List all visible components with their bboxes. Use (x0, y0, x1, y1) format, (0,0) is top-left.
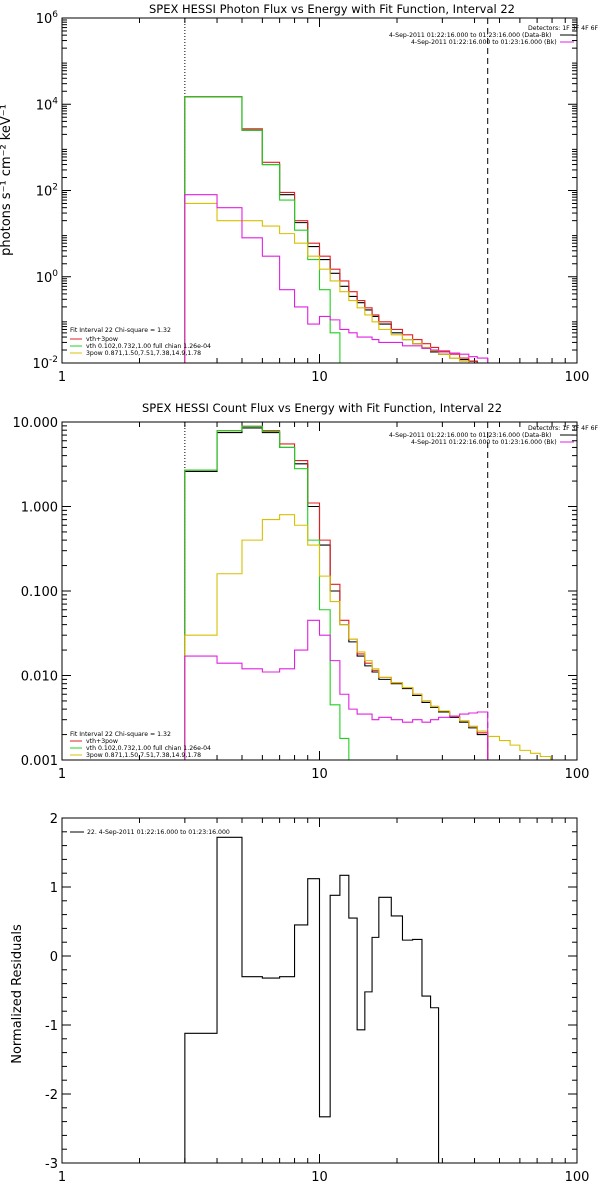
x-tick-label: 10 (311, 1170, 328, 1185)
legend-top-right: Detectors: 1F 3F 4F 6F 4-Sep-2011 01:22:… (389, 25, 599, 46)
series-group (184, 425, 561, 761)
series-group (184, 96, 511, 364)
legend-bottom-left: Fit Interval 22 Chi-square = 1.32 vth+3p… (70, 327, 211, 357)
y-tick-label: 1.000 (21, 501, 58, 516)
plot-frame (61, 817, 578, 1164)
x-tick-label: 100 (565, 767, 590, 782)
y-tick-label: 0.010 (21, 670, 58, 685)
legend-fit: vth+3pow (86, 738, 118, 745)
x-tick-label: 10 (311, 370, 328, 385)
axes-ticks: 1 10 100 10-2 100 102 104 106 (32, 10, 589, 385)
legend-vth: vth 0.102,0.732,1.00 full chian 1.26e-04 (86, 745, 211, 752)
legend-residuals: 22. 4-Sep-2011 01:22:16.000 to 01:23:16.… (87, 829, 230, 836)
x-tick-label: 10 (311, 767, 328, 782)
panel-title: SPEX HESSI Count Flux vs Energy with Fit… (142, 401, 502, 415)
series-bk (184, 194, 489, 363)
y-tick-label: 0.100 (21, 585, 58, 600)
x-tick-label: 100 (565, 1170, 590, 1185)
legend-detectors: Detectors: 1F 3F 4F 6F (528, 425, 599, 432)
legend-fit-interval: Fit Interval 22 Chi-square = 1.32 (70, 327, 171, 334)
series-3pow (184, 202, 511, 364)
y-tick-label: 106 (36, 10, 59, 27)
y-axis-label: photons s⁻¹ cm⁻² keV⁻¹ (0, 104, 14, 256)
legend-fit: vth+3pow (86, 336, 118, 343)
x-tick-label: 1 (58, 1170, 66, 1185)
marker-lines (184, 18, 489, 363)
y-tick-label: 0 (50, 950, 58, 965)
panel-photon-flux: SPEX HESSI Photon Flux vs Energy with Fi… (0, 2, 599, 385)
legend-detectors: Detectors: 1F 3F 4F 6F (528, 25, 599, 32)
series-vth (184, 425, 358, 761)
series-vth-3pow (184, 96, 488, 364)
y-tick-label: 100 (36, 269, 59, 286)
plot-frame (61, 17, 578, 364)
series-vth (184, 96, 349, 364)
series-vth-3pow (184, 425, 489, 760)
legend-bk: 4-Sep-2011 01:22:16.000 to 01:23:16.000 … (411, 39, 557, 46)
series-residuals (184, 836, 440, 1163)
legend-data-bk: 4-Sep-2011 01:22:16.000 to 01:23:16.000 … (389, 432, 551, 439)
y-tick-label: 1 (50, 881, 58, 896)
legend-data-bk: 4-Sep-2011 01:22:16.000 to 01:23:16.000 … (389, 32, 551, 39)
y-tick-label: -1 (45, 1019, 58, 1034)
axes-ticks: 1 10 100 0.001 0.010 0.100 1.000 10.000 (13, 416, 590, 782)
y-tick-label: 10.000 (13, 416, 59, 431)
y-tick-label: -3 (45, 1157, 58, 1172)
legend-3pow: 3pow 0.871,1.50,7.51,7.38,14.9,1.78 (86, 752, 201, 759)
plot-frame (61, 421, 578, 761)
legend-top-right: Detectors: 1F 3F 4F 6F 4-Sep-2011 01:22:… (389, 425, 599, 446)
y-tick-label: 0.001 (21, 754, 58, 769)
x-tick-label: 1 (58, 767, 66, 782)
panel-title: SPEX HESSI Photon Flux vs Energy with Fi… (149, 2, 515, 16)
series-data-bk (184, 96, 488, 364)
panel-count-flux: SPEX HESSI Count Flux vs Energy with Fit… (13, 401, 599, 782)
legend-fit-interval: Fit Interval 22 Chi-square = 1.32 (70, 731, 171, 738)
axes-ticks: 1 10 100 -3 -2 -1 0 1 2 (45, 812, 589, 1185)
y-tick-label: 102 (36, 183, 58, 200)
y-tick-label: 10-2 (32, 355, 58, 372)
y-tick-label: -2 (45, 1088, 58, 1103)
series-data-bk (184, 427, 489, 760)
y-axis-label: Normalized Residuals (10, 924, 25, 1064)
legend-vth: vth 0.102,0.732,1.00 full chian 1.26e-04 (86, 343, 211, 350)
series-bk (184, 619, 489, 760)
legend-bottom-left: Fit Interval 22 Chi-square = 1.32 vth+3p… (70, 731, 211, 759)
legend-top-left: 22. 4-Sep-2011 01:22:16.000 to 01:23:16.… (70, 829, 230, 836)
legend-bk: 4-Sep-2011 01:22:16.000 to 01:23:16.000 … (411, 439, 557, 446)
series-3pow (184, 514, 561, 761)
x-tick-label: 100 (565, 370, 590, 385)
series-group (184, 836, 440, 1163)
y-tick-label: 104 (36, 96, 59, 113)
panel-residuals: Normalized Residuals 1 10 100 -3 -2 -1 0 1 2 22.… (10, 812, 589, 1185)
y-tick-label: 2 (50, 812, 58, 827)
legend-3pow: 3pow 0.871,1.50,7.51,7.38,14.9,1.78 (86, 350, 201, 357)
x-tick-label: 1 (58, 370, 66, 385)
